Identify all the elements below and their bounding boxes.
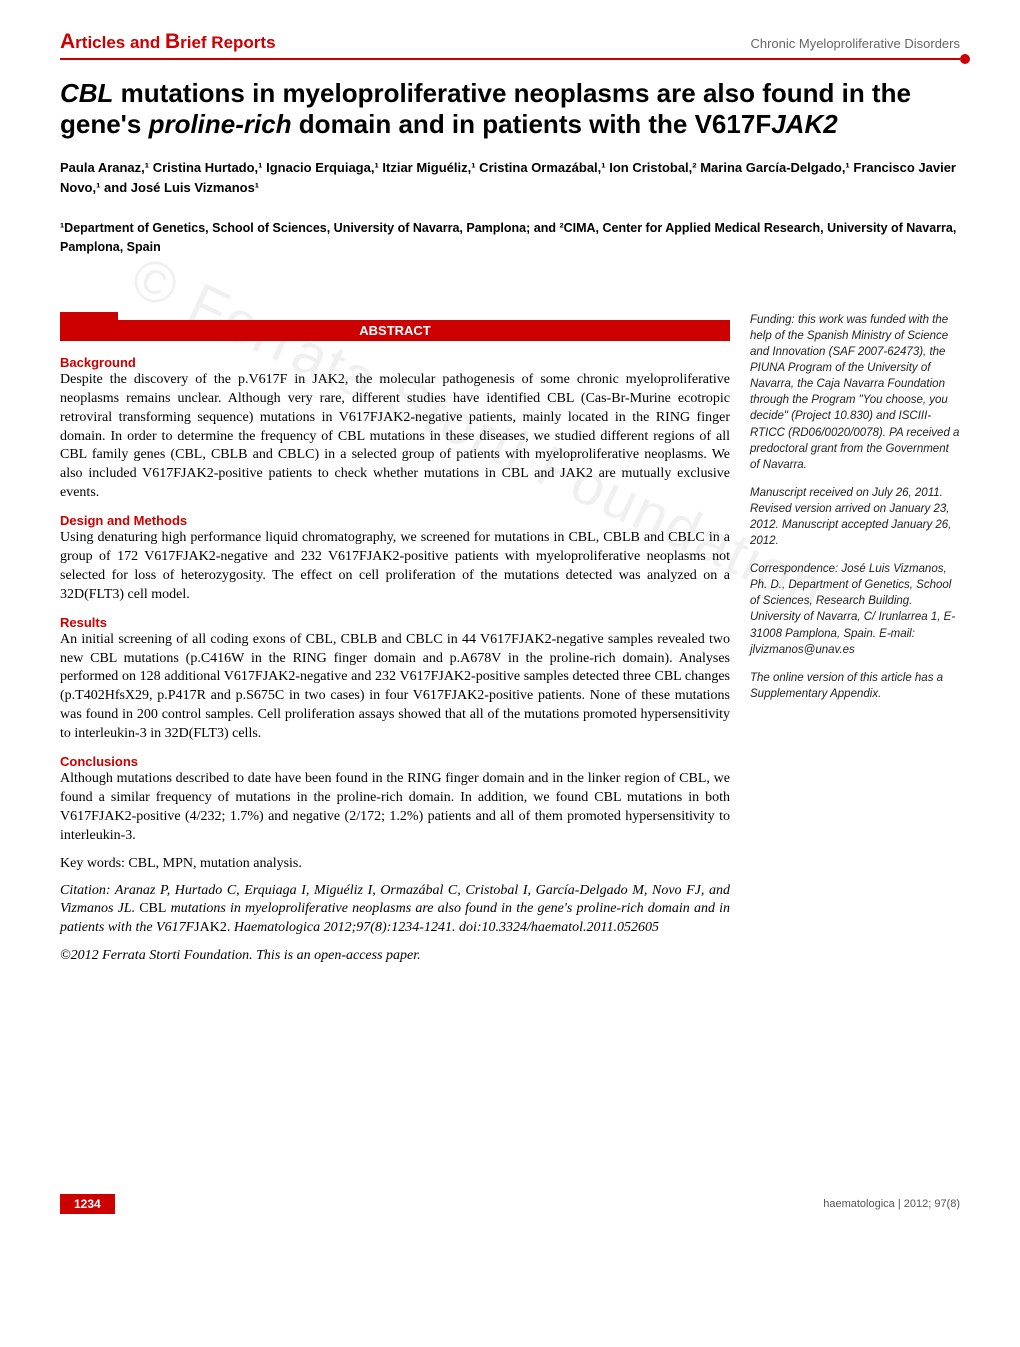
copyright: ©2012 Ferrata Storti Foundation. This is… [60, 948, 730, 964]
section-label: Articles and Brief Reports [60, 30, 276, 54]
results-text: An initial screening of all coding exons… [60, 631, 730, 744]
results-heading: Results [60, 615, 730, 630]
keywords: Key words: CBL, MPN, mutation analysis. [60, 856, 730, 872]
page-footer: 1234 haematologica | 2012; 97(8) [60, 1194, 960, 1214]
online-note: The online version of this article has a… [750, 670, 960, 702]
page-number: 1234 [60, 1194, 115, 1214]
citation: Citation: Aranaz P, Hurtado C, Erquiaga … [60, 882, 730, 939]
abstract-heading: ABSTRACT [60, 320, 730, 341]
page-header: Articles and Brief Reports Chronic Myelo… [60, 30, 960, 60]
manuscript-dates: Manuscript received on July 26, 2011. Re… [750, 485, 960, 549]
background-heading: Background [60, 355, 730, 370]
red-accent-bar [60, 312, 118, 320]
affiliations: ¹Department of Genetics, School of Scien… [60, 219, 960, 257]
conclusions-text: Although mutations described to date hav… [60, 770, 730, 846]
sidebar-column: Funding: this work was funded with the h… [750, 312, 960, 964]
article-title: CBL mutations in myeloproliferative neop… [60, 78, 960, 140]
abstract-column: ABSTRACT Background Despite the discover… [60, 312, 730, 964]
funding-note: Funding: this work was funded with the h… [750, 312, 960, 473]
author-list: Paula Aranaz,¹ Cristina Hurtado,¹ Ignaci… [60, 158, 960, 197]
correspondence: Correspondence: José Luis Vizmanos, Ph. … [750, 561, 960, 658]
journal-reference: haematologica | 2012; 97(8) [823, 1198, 960, 1210]
design-text: Using denaturing high performance liquid… [60, 529, 730, 605]
section-category: Chronic Myeloproliferative Disorders [750, 36, 960, 51]
design-heading: Design and Methods [60, 513, 730, 528]
conclusions-heading: Conclusions [60, 754, 730, 769]
background-text: Despite the discovery of the p.V617F in … [60, 371, 730, 503]
